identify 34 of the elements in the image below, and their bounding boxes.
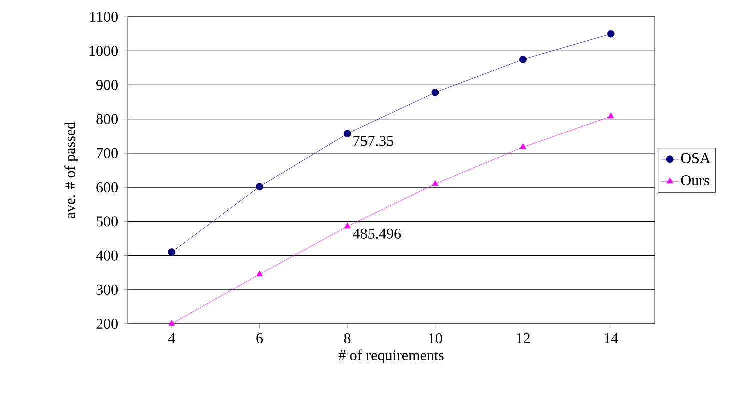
- y-tick-label: 1000: [90, 46, 118, 56]
- x-tick-label: 4: [168, 333, 176, 344]
- point: [608, 112, 614, 119]
- point: [520, 56, 527, 64]
- point: [168, 248, 176, 256]
- x-tick-label: 10: [429, 333, 442, 344]
- y-tick-label: 800: [96, 114, 118, 124]
- y-tick-label: 700: [97, 148, 118, 159]
- x-tick-label: 8: [344, 333, 351, 344]
- y-tick-label: 1100: [90, 12, 118, 22]
- y-axis-title: ave. # of passed: [64, 122, 78, 218]
- point: [256, 270, 263, 276]
- y-tick-label: 900: [96, 80, 118, 90]
- point: [432, 180, 439, 186]
- y-tick-label: 300: [96, 284, 118, 295]
- point: [256, 183, 264, 191]
- y-tick-label: 200: [96, 318, 118, 330]
- point: [607, 30, 615, 38]
- x-tick-label: 14: [604, 333, 618, 344]
- annotation: 757.35: [354, 136, 394, 146]
- y-tick-label: 600: [96, 182, 118, 193]
- point: [168, 320, 176, 326]
- point: [432, 89, 440, 96]
- legend-label: Ours: [681, 175, 710, 186]
- y-tick-label: 500: [96, 216, 118, 227]
- annotation: 485.496: [353, 228, 402, 240]
- legend-label: OSA: [681, 153, 711, 164]
- point: [344, 222, 351, 229]
- point: [520, 144, 526, 150]
- x-tick-label: 6: [256, 333, 264, 344]
- point: [344, 130, 352, 138]
- x-axis-title: # of requirements: [338, 350, 444, 364]
- x-tick-label: 12: [517, 333, 530, 344]
- y-tick-label: 400: [96, 250, 118, 261]
